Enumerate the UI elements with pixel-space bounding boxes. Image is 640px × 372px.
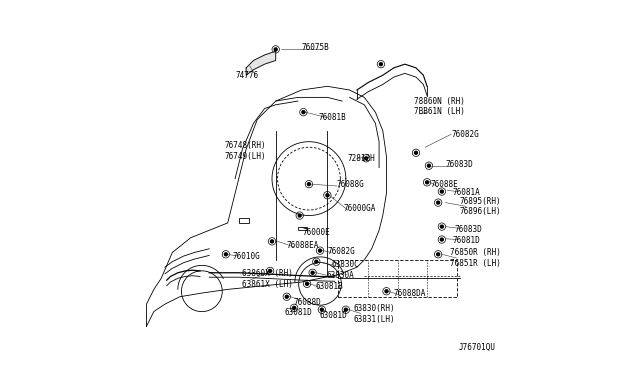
Circle shape [311,271,314,274]
Text: 76083D: 76083D [445,160,474,169]
Circle shape [344,308,348,311]
Circle shape [269,269,271,272]
Circle shape [298,214,301,217]
Text: 63081D: 63081D [320,311,348,320]
Text: 76075B: 76075B [301,43,330,52]
Text: 76082G: 76082G [451,130,479,139]
Text: 76081A: 76081A [452,188,480,197]
Circle shape [426,181,429,184]
Circle shape [271,240,273,243]
Bar [298,227,307,230]
Text: 76748(RH)
76749(LH): 76748(RH) 76749(LH) [224,141,266,161]
Text: 76082G: 76082G [328,247,355,256]
Circle shape [385,290,388,293]
Text: 63081D: 63081D [285,308,313,317]
Circle shape [415,151,417,154]
Text: 76088DA: 76088DA [393,289,426,298]
Circle shape [225,253,227,256]
Circle shape [440,225,444,228]
Text: 63860X (RH)
63861X (LH): 63860X (RH) 63861X (LH) [243,269,293,289]
Circle shape [436,201,440,204]
Text: 76000E: 76000E [303,228,330,237]
Text: 76088EA: 76088EA [286,241,319,250]
Circle shape [292,307,296,310]
Circle shape [315,260,318,263]
Text: J76701QU: J76701QU [458,343,495,352]
Circle shape [440,190,444,193]
Circle shape [428,164,430,167]
Circle shape [380,62,382,65]
Text: 76081D: 76081D [452,236,480,245]
Text: 76000GA: 76000GA [344,204,376,214]
Circle shape [306,282,308,285]
Text: 63830(RH)
63831(LH): 63830(RH) 63831(LH) [354,304,396,324]
Circle shape [440,238,444,241]
Circle shape [365,157,367,160]
Text: 76088D: 76088D [293,298,321,307]
Text: 63830C: 63830C [331,260,359,269]
Text: 76010G: 76010G [232,252,260,262]
Circle shape [285,295,288,298]
Text: 76850R (RH)
76851R (LH): 76850R (RH) 76851R (LH) [450,248,501,268]
Circle shape [274,48,277,51]
Polygon shape [246,51,276,75]
Text: 74776: 74776 [235,71,258,80]
Circle shape [302,111,305,113]
Circle shape [436,253,440,256]
Circle shape [319,249,321,252]
Text: 72812H: 72812H [348,154,376,163]
Circle shape [307,183,310,186]
Text: 63830A: 63830A [326,271,355,280]
Text: 76895(RH)
76896(LH): 76895(RH) 76896(LH) [460,197,501,216]
Text: 76088G: 76088G [337,180,364,189]
Text: 76081B: 76081B [318,113,346,122]
Text: 78860N (RH)
7BB61N (LH): 78860N (RH) 7BB61N (LH) [414,97,465,116]
Bar [239,218,249,223]
Circle shape [321,308,323,311]
Text: 76088E: 76088E [431,180,458,189]
Circle shape [326,194,329,197]
Text: 63081B: 63081B [316,282,343,291]
Text: 76083D: 76083D [455,225,483,234]
